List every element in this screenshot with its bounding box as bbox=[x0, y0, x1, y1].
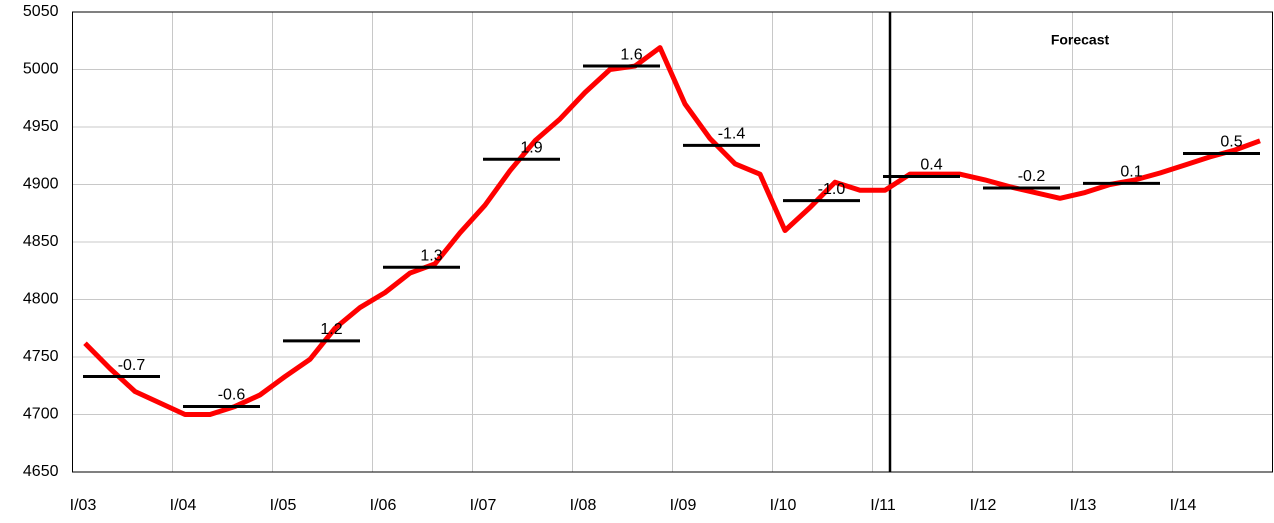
growth-label: 1.6 bbox=[620, 46, 642, 63]
y-tick-label: 4850 bbox=[23, 233, 59, 250]
growth-label: -1.4 bbox=[718, 126, 746, 143]
y-tick-label: 4800 bbox=[23, 291, 59, 308]
x-tick-label: I/05 bbox=[270, 497, 297, 514]
y-tick-label: 4650 bbox=[23, 463, 59, 480]
x-tick-label: I/06 bbox=[370, 497, 397, 514]
x-tick-label: I/03 bbox=[70, 497, 97, 514]
y-tick-label: 5000 bbox=[23, 61, 59, 78]
growth-label: -0.2 bbox=[1018, 168, 1046, 185]
plot-border bbox=[72, 11, 1273, 473]
growth-label: -1.0 bbox=[818, 181, 846, 198]
x-tick-label: I/10 bbox=[770, 497, 797, 514]
growth-label: 1.9 bbox=[520, 139, 542, 156]
x-tick-label: I/13 bbox=[1070, 497, 1097, 514]
x-tick-label: I/04 bbox=[170, 497, 197, 514]
x-tick-label: I/14 bbox=[1170, 497, 1197, 514]
growth-label: -0.7 bbox=[118, 357, 146, 374]
forecast-label: Forecast bbox=[1051, 32, 1110, 48]
x-tick-label: I/09 bbox=[670, 497, 697, 514]
x-tick-label: I/11 bbox=[870, 497, 896, 514]
y-tick-label: 4950 bbox=[23, 118, 59, 135]
series-line bbox=[83, 45, 1261, 417]
y-tick-label: 4900 bbox=[23, 176, 59, 193]
growth-label: -0.6 bbox=[218, 387, 246, 404]
x-tick-label: I/08 bbox=[570, 497, 597, 514]
growth-label: 0.5 bbox=[1220, 134, 1242, 151]
y-tick-label: 4700 bbox=[23, 406, 59, 423]
x-tick-label: I/07 bbox=[470, 497, 497, 514]
y-tick-label: 4750 bbox=[23, 348, 59, 365]
growth-label: 1.2 bbox=[320, 321, 342, 338]
y-tick-label: 5050 bbox=[23, 3, 59, 20]
growth-label: 1.3 bbox=[420, 248, 442, 265]
growth-label: 0.4 bbox=[920, 157, 942, 174]
x-tick-label: I/12 bbox=[970, 497, 997, 514]
growth-label: 0.1 bbox=[1120, 164, 1142, 181]
